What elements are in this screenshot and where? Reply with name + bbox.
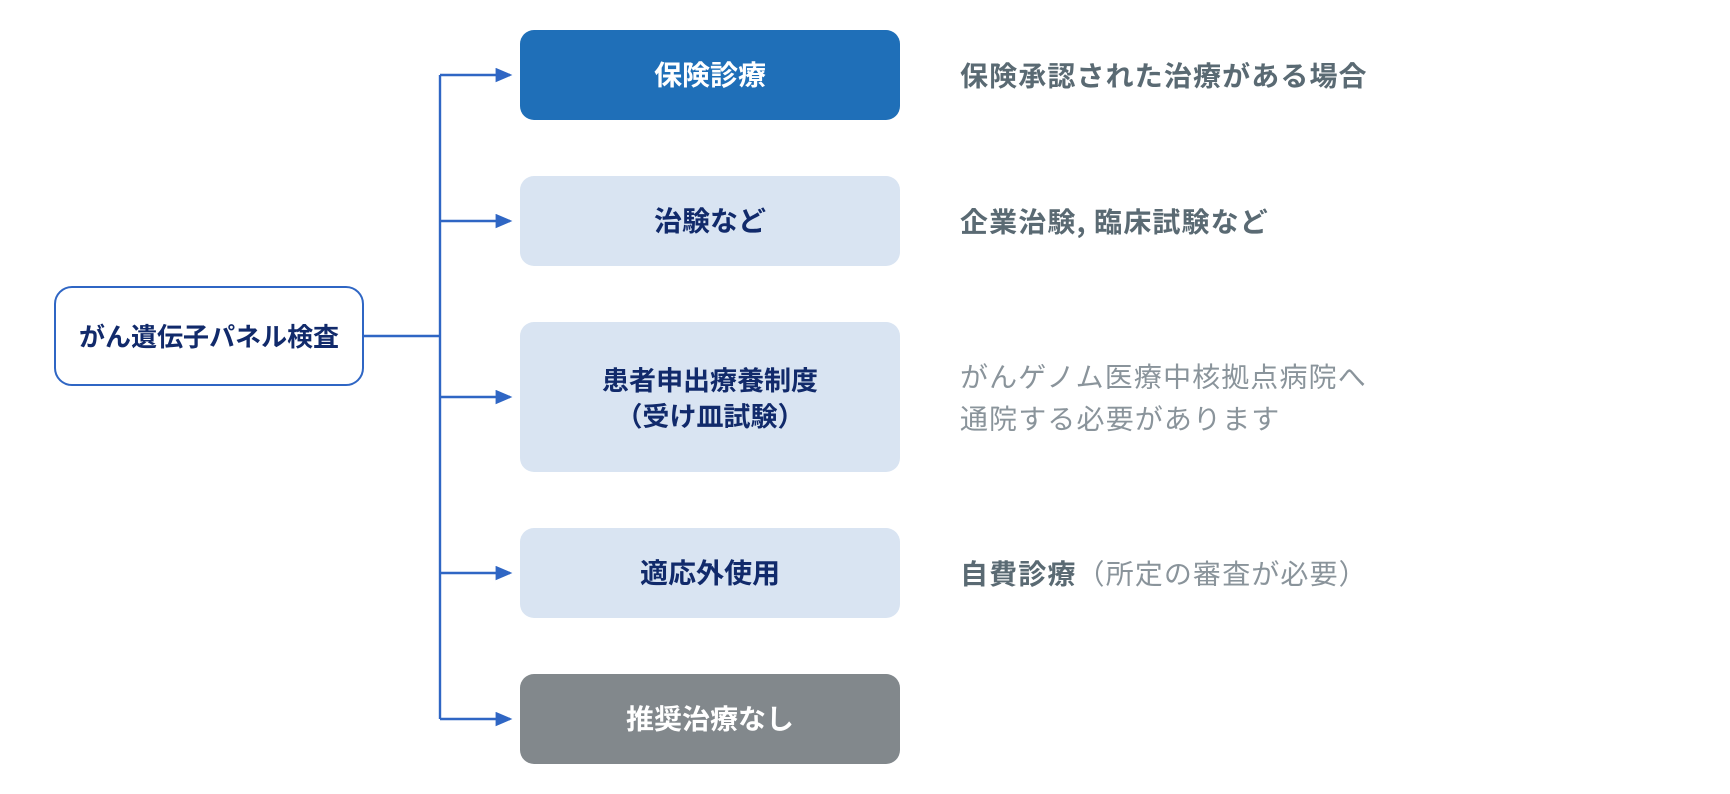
outcome-desc-insurance: 保険承認された治療がある場合	[960, 30, 1660, 120]
outcome-desc-patient-proposed: がんゲノム医療中核拠点病院へ通院する必要があります	[960, 322, 1700, 472]
desc-inline-segment: 自費診療	[960, 553, 1076, 593]
root-label: がん遺伝子パネル検査	[79, 318, 339, 353]
desc-line-inline: 自費診療（所定の審査が必要）	[960, 552, 1700, 594]
outcome-trial: 治験など	[520, 176, 900, 266]
outcome-label: 患者申出療養制度 （受け皿試験）	[602, 361, 818, 434]
outcome-label: 治験など	[654, 202, 766, 240]
outcome-desc-off-label: 自費診療（所定の審査が必要）	[960, 528, 1700, 618]
outcome-desc-trial: 企業治験, 臨床試験など	[960, 176, 1660, 266]
desc-inline-segment: （所定の審査が必要）	[1076, 553, 1367, 593]
desc-line: がんゲノム医療中核拠点病院へ	[960, 355, 1700, 397]
desc-line: 企業治験, 臨床試験など	[960, 200, 1660, 242]
outcome-no-recommendation: 推奨治療なし	[520, 674, 900, 764]
outcome-label: 適応外使用	[640, 554, 780, 592]
root-node: がん遺伝子パネル検査	[54, 286, 364, 386]
outcome-label: 保険診療	[654, 56, 766, 94]
connector-group	[364, 75, 510, 719]
outcome-off-label: 適応外使用	[520, 528, 900, 618]
desc-line: 通院する必要があります	[960, 397, 1700, 439]
outcome-insurance: 保険診療	[520, 30, 900, 120]
outcome-patient-proposed: 患者申出療養制度 （受け皿試験）	[520, 322, 900, 472]
desc-line: 保険承認された治療がある場合	[960, 54, 1660, 96]
outcome-label: 推奨治療なし	[626, 700, 794, 738]
